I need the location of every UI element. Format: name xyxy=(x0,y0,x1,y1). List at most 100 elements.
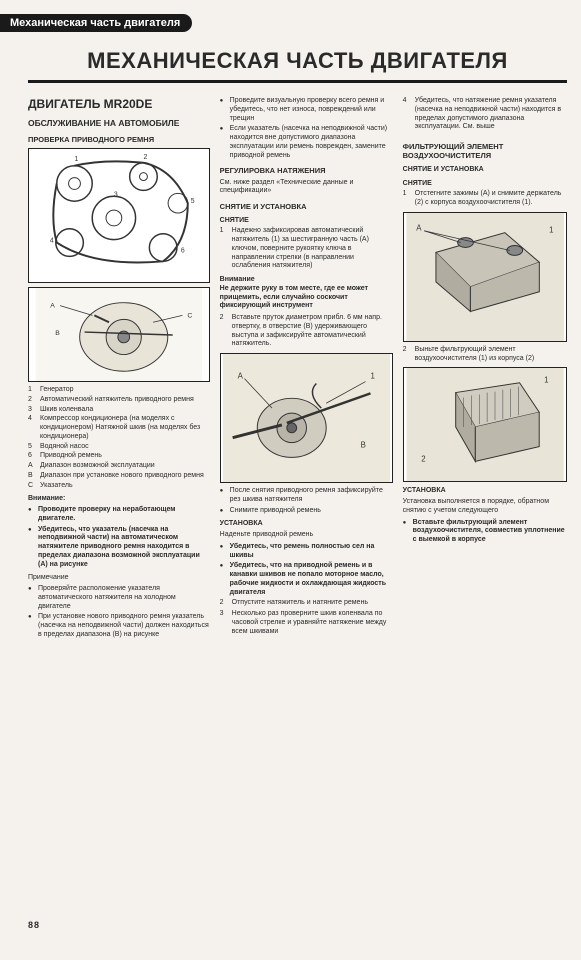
leg-t: Компрессор кондиционера (на моделях с ко… xyxy=(40,415,210,441)
svg-text:5: 5 xyxy=(191,198,195,205)
column-1: ДВИГАТЕЛЬ MR20DE ОБСЛУЖИВАНИЕ НА АВТОМОБ… xyxy=(28,97,210,642)
num-text: Убедитесь, что натяжение ремня указателя… xyxy=(415,97,567,132)
column-3: 4Убедитесь, что натяжение ремня указател… xyxy=(403,97,567,642)
leg-n: 4 xyxy=(28,415,36,441)
figure-tensioner-indicator: A B C xyxy=(28,287,210,382)
svg-text:2: 2 xyxy=(421,455,425,464)
bullet-text: После снятия приводного ремня зафиксируй… xyxy=(230,487,393,505)
num-text: Надежно зафиксировав автоматический натя… xyxy=(232,227,393,271)
svg-text:1: 1 xyxy=(370,372,374,381)
install-heading: УСТАНОВКА xyxy=(220,520,393,529)
bullet-icon xyxy=(220,562,226,597)
header-tab: Механическая часть двигателя xyxy=(0,14,192,32)
bullet-icon xyxy=(28,613,34,639)
svg-text:B: B xyxy=(360,441,365,450)
svg-text:1: 1 xyxy=(544,376,548,385)
warn-label: Внимание xyxy=(220,276,393,285)
leg-n: 5 xyxy=(28,443,36,452)
leg-t: Шкив коленвала xyxy=(40,406,210,415)
svg-text:B: B xyxy=(55,330,60,337)
leg-n: A xyxy=(28,462,36,471)
num: 4 xyxy=(403,97,411,132)
filter-heading: ФИЛЬТРУЮЩИЙ ЭЛЕМЕНТ ВОЗДУХООЧИСТИТЕЛЯ xyxy=(403,142,567,161)
note-label: Примечание xyxy=(28,574,210,583)
num: 1 xyxy=(220,227,228,271)
main-title: МЕХАНИЧЕСКАЯ ЧАСТЬ ДВИГАТЕЛЯ xyxy=(28,48,567,74)
legend: 1Генератор 2Автоматический натяжитель пр… xyxy=(28,386,210,490)
svg-text:3: 3 xyxy=(114,191,118,198)
num: 3 xyxy=(220,610,228,636)
bullet-icon xyxy=(220,125,226,160)
leg-t: Указатель xyxy=(40,482,210,491)
svg-text:1: 1 xyxy=(549,225,553,234)
figure-airfilter-element: 1 2 xyxy=(403,367,567,482)
svg-text:6: 6 xyxy=(181,247,185,254)
bullet-icon xyxy=(220,487,226,505)
svg-text:A: A xyxy=(50,303,55,310)
warn-text: Не держите руку в том месте, где ее може… xyxy=(220,285,393,311)
leg-t: Диапазон возможной эксплуатации xyxy=(40,462,210,471)
bullet-text: Убедитесь, что ремень полностью сел на ш… xyxy=(230,543,393,561)
bullet-icon xyxy=(28,526,34,570)
bullet-text: Вставьте фильтрующий элемент воздухоочис… xyxy=(413,519,567,545)
svg-text:A: A xyxy=(416,223,422,232)
bullet-text: Проверяйте расположение указателя автома… xyxy=(38,585,210,611)
bullet-text: Проведите визуальную проверку всего ремн… xyxy=(230,97,393,123)
num: 2 xyxy=(220,314,228,349)
bullet-text: Если указатель (насечка на неподвижной ч… xyxy=(230,125,393,160)
bullet-icon xyxy=(28,506,34,524)
bullet-icon xyxy=(403,519,409,545)
leg-n: C xyxy=(28,482,36,491)
leg-n: B xyxy=(28,472,36,481)
num-text: Выньте фильтрующий элемент воздухоочисти… xyxy=(415,346,567,364)
bullet-text: Снимите приводной ремень xyxy=(230,507,393,516)
tension-text: См. ниже раздел «Технические данные и сп… xyxy=(220,179,393,197)
install-text: Наденьте приводной ремень xyxy=(220,531,393,540)
tension-heading: РЕГУЛИРОВКА НАТЯЖЕНИЯ xyxy=(220,166,393,175)
remove-install-heading: СНЯТИЕ И УСТАНОВКА xyxy=(403,166,567,175)
bullet-text: При установке нового приводного ремня ук… xyxy=(38,613,210,639)
title-underline xyxy=(28,80,567,83)
num: 2 xyxy=(403,346,411,364)
engine-heading: ДВИГАТЕЛЬ MR20DE xyxy=(28,97,210,112)
bullet-icon xyxy=(220,507,226,516)
bullet-icon xyxy=(220,97,226,123)
leg-n: 3 xyxy=(28,406,36,415)
num: 1 xyxy=(403,190,411,208)
num-text: Отстегните зажимы (A) и снимите держател… xyxy=(415,190,567,208)
num-text: Отпустите натяжитель и натяните ремень xyxy=(232,599,393,608)
svg-text:1: 1 xyxy=(74,156,78,163)
bullet-text: Проводите проверку на неработающем двига… xyxy=(38,506,210,524)
svg-text:A: A xyxy=(237,372,243,381)
figure-tensioner-tool: A B 1 xyxy=(220,353,393,483)
bullet-icon xyxy=(220,543,226,561)
leg-t: Генератор xyxy=(40,386,210,395)
leg-t: Водяной насос xyxy=(40,443,210,452)
leg-t: Приводной ремень xyxy=(40,452,210,461)
num: 2 xyxy=(220,599,228,608)
leg-t: Диапазон при установке нового приводного… xyxy=(40,472,210,481)
install-heading: УСТАНОВКА xyxy=(403,487,567,496)
install-text: Установка выполняется в порядке, обратно… xyxy=(403,498,567,516)
svg-text:C: C xyxy=(187,312,192,319)
leg-n: 6 xyxy=(28,452,36,461)
belt-check-heading: ПРОВЕРКА ПРИВОДНОГО РЕМНЯ xyxy=(28,135,210,144)
service-heading: ОБСЛУЖИВАНИЕ НА АВТОМОБИЛЕ xyxy=(28,118,210,129)
remove-heading: СНЯТИЕ xyxy=(403,180,567,189)
remove-heading: СНЯТИЕ xyxy=(220,217,393,226)
svg-text:4: 4 xyxy=(50,238,54,245)
leg-n: 2 xyxy=(28,396,36,405)
num-text: Вставьте пруток диаметром прибл. 6 мм на… xyxy=(232,314,393,349)
attention-label: Внимание: xyxy=(28,495,210,504)
figure-belt-routing: 1 2 5 3 4 6 xyxy=(28,148,210,283)
num-text: Несколько раз проверните шкив коленвала … xyxy=(232,610,393,636)
bullet-text: Убедитесь, что указатель (насечка на неп… xyxy=(38,526,210,570)
column-2: Проведите визуальную проверку всего ремн… xyxy=(220,97,393,642)
svg-text:2: 2 xyxy=(143,154,147,161)
figure-airfilter-housing: A 1 xyxy=(403,212,567,342)
page-number: 88 xyxy=(28,920,40,930)
remove-install-heading: СНЯТИЕ И УСТАНОВКА xyxy=(220,202,393,211)
page-content: МЕХАНИЧЕСКАЯ ЧАСТЬ ДВИГАТЕЛЯ ДВИГАТЕЛЬ M… xyxy=(0,0,581,662)
leg-t: Автоматический натяжитель приводного рем… xyxy=(40,396,210,405)
bullet-text: Убедитесь, что на приводной ремень и в к… xyxy=(230,562,393,597)
